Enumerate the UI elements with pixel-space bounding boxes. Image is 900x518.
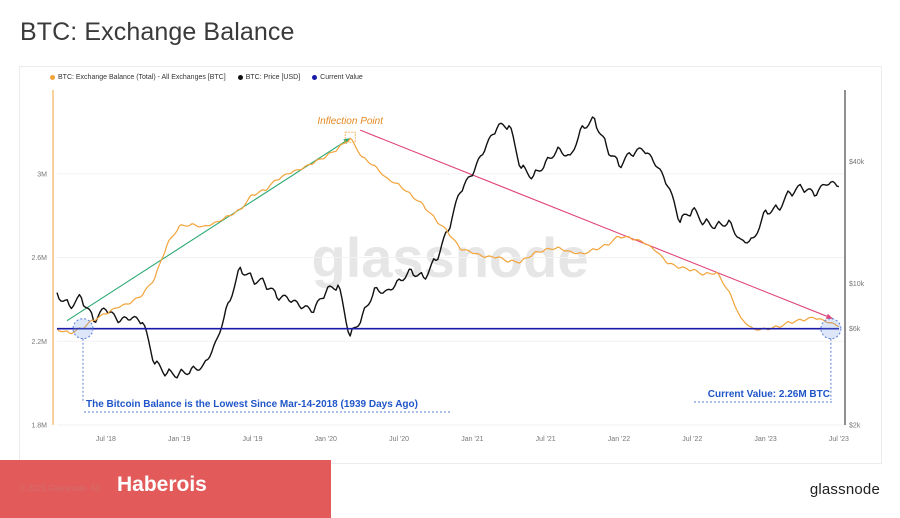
- legend-item-price[interactable]: BTC: Price [USD]: [237, 74, 301, 81]
- x-tick-label: Jan '23: [754, 436, 776, 443]
- copyright-text: © 2023 Glassnode. All: [20, 484, 100, 493]
- current-highlight-circle: [820, 318, 842, 340]
- legend-swatch-balance: [50, 75, 55, 80]
- series-balance-line: [56, 137, 840, 335]
- legend-swatch-price: [237, 75, 243, 80]
- footer-banner: [0, 460, 331, 518]
- x-tick-label: Jul '21: [536, 436, 556, 443]
- inflection-marker: [344, 131, 356, 143]
- y-left-tick-label: 3M: [37, 171, 47, 178]
- current-value-label: Current Value: 2.26M BTC: [708, 389, 830, 400]
- page-title: BTC: Exchange Balance: [20, 18, 295, 46]
- downtrend-line: [360, 129, 834, 320]
- legend-label-price: BTC: Price [USD]: [245, 74, 301, 81]
- brand-logo: glassnode: [809, 481, 880, 498]
- y-right-tick-label: $10k: [849, 281, 865, 288]
- x-tick-label: Jul '20: [389, 436, 409, 443]
- legend-label-current: Current Value: [320, 74, 363, 81]
- x-tick-label: Jan '21: [461, 436, 483, 443]
- x-tick-label: Jan '19: [168, 436, 190, 443]
- banner-text: Haberois: [117, 473, 207, 496]
- uptrend-arrowhead: [343, 138, 351, 144]
- x-tick-label: Jul '18: [96, 436, 116, 443]
- y-left-tick-label: 2.2M: [31, 339, 47, 346]
- chart-canvas: glassnode 1.8M2.2M2.6M3M$2k$6k$10k$40kJu…: [31, 90, 865, 443]
- y-right-tick-label: $6k: [849, 326, 861, 333]
- inflection-label: Inflection Point: [317, 116, 384, 127]
- x-tick-label: Jan '20: [315, 436, 337, 443]
- legend-item-current[interactable]: Current Value: [312, 74, 363, 81]
- legend-swatch-current: [312, 75, 318, 80]
- downtrend-arrowhead: [825, 313, 833, 319]
- x-tick-label: Jul '22: [682, 436, 702, 443]
- chart-legend[interactable]: BTC: Exchange Balance (Total) - All Exch…: [50, 74, 363, 81]
- x-tick-label: Jul '23: [829, 436, 849, 443]
- lowest-since-label: The Bitcoin Balance is the Lowest Since …: [86, 399, 418, 410]
- y-left-tick-label: 1.8M: [31, 423, 47, 430]
- y-right-tick-label: $2k: [849, 423, 861, 430]
- y-left-tick-label: 2.6M: [31, 255, 47, 262]
- x-tick-label: Jul '19: [242, 436, 262, 443]
- chart-card: [19, 66, 882, 464]
- legend-item-balance[interactable]: BTC: Exchange Balance (Total) - All Exch…: [50, 74, 226, 81]
- y-right-tick-label: $40k: [849, 159, 865, 166]
- legend-label-balance: BTC: Exchange Balance (Total) - All Exch…: [58, 74, 226, 81]
- start-highlight-circle: [72, 318, 94, 340]
- x-tick-label: Jan '22: [608, 436, 630, 443]
